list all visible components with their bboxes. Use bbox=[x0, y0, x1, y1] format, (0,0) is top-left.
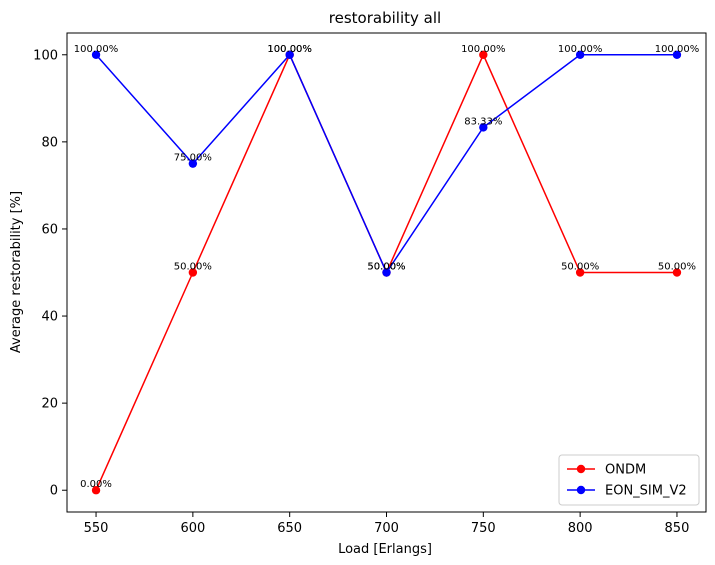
legend-box bbox=[558, 454, 700, 506]
x-axis: 550 600 650 700 750 800 850 bbox=[84, 512, 690, 536]
data-label: 50.00% bbox=[658, 262, 696, 273]
data-label: 100.00% bbox=[461, 44, 506, 55]
data-point bbox=[672, 50, 682, 59]
x-tick-label: 550 bbox=[84, 521, 109, 536]
data-point bbox=[672, 268, 682, 277]
data-label: 75.00% bbox=[174, 153, 212, 164]
data-label: 0.00% bbox=[80, 479, 112, 490]
data-point bbox=[479, 123, 488, 132]
legend-label: ONDM bbox=[605, 463, 646, 478]
x-tick-label: 700 bbox=[374, 521, 399, 536]
legend-label: EON_SIM_V2 bbox=[605, 484, 687, 499]
data-label: 50.00% bbox=[561, 262, 599, 273]
data-point bbox=[479, 50, 488, 59]
series-eon-sim-v2 bbox=[91, 50, 682, 277]
x-tick-label: 750 bbox=[471, 521, 496, 536]
data-label: 83.33% bbox=[464, 116, 502, 127]
x-tick-label: 600 bbox=[180, 521, 205, 536]
data-label: 50.00% bbox=[367, 262, 405, 273]
data-point bbox=[382, 268, 391, 277]
chart-title: restorability all bbox=[329, 9, 441, 27]
data-label: 100.00% bbox=[74, 44, 119, 55]
legend-swatch-marker bbox=[576, 485, 586, 495]
y-tick-label: 20 bbox=[41, 397, 58, 412]
data-point bbox=[575, 268, 585, 277]
data-point bbox=[91, 50, 101, 59]
y-tick-label: 40 bbox=[41, 310, 58, 325]
y-axis-title: Average restorability [%] bbox=[9, 191, 24, 353]
x-tick-label: 800 bbox=[568, 521, 593, 536]
data-label: 50.00% bbox=[367, 262, 405, 273]
x-tick-label: 850 bbox=[665, 521, 690, 536]
data-point bbox=[91, 486, 101, 495]
data-labels: 0.00% 50.00% 100.00% 50.00% 100.00% 50.00% 50.… bbox=[74, 44, 699, 490]
legend: ONDM EON_SIM_V2 bbox=[558, 454, 700, 506]
data-point bbox=[188, 159, 198, 168]
data-label: 100.00% bbox=[655, 44, 700, 55]
legend-item: ONDM bbox=[567, 463, 646, 478]
data-point bbox=[575, 50, 585, 59]
x-axis-title: Load [Erlangs] bbox=[338, 542, 432, 557]
y-tick-label: 60 bbox=[41, 222, 58, 237]
data-point bbox=[285, 50, 294, 59]
x-tick-label: 650 bbox=[277, 521, 302, 536]
series-layer bbox=[91, 50, 682, 495]
y-tick-label: 100 bbox=[33, 48, 58, 63]
data-label: 100.00% bbox=[267, 44, 312, 55]
y-axis: 0 20 40 60 80 100 bbox=[33, 48, 67, 499]
y-tick-label: 0 bbox=[50, 484, 58, 499]
y-tick-label: 80 bbox=[41, 135, 58, 150]
data-label: 100.00% bbox=[558, 44, 603, 55]
data-label: 100.00% bbox=[267, 44, 312, 55]
data-point bbox=[188, 268, 198, 277]
legend-item: EON_SIM_V2 bbox=[567, 484, 687, 499]
data-label: 50.00% bbox=[174, 262, 212, 273]
legend-swatch-marker bbox=[576, 464, 586, 474]
